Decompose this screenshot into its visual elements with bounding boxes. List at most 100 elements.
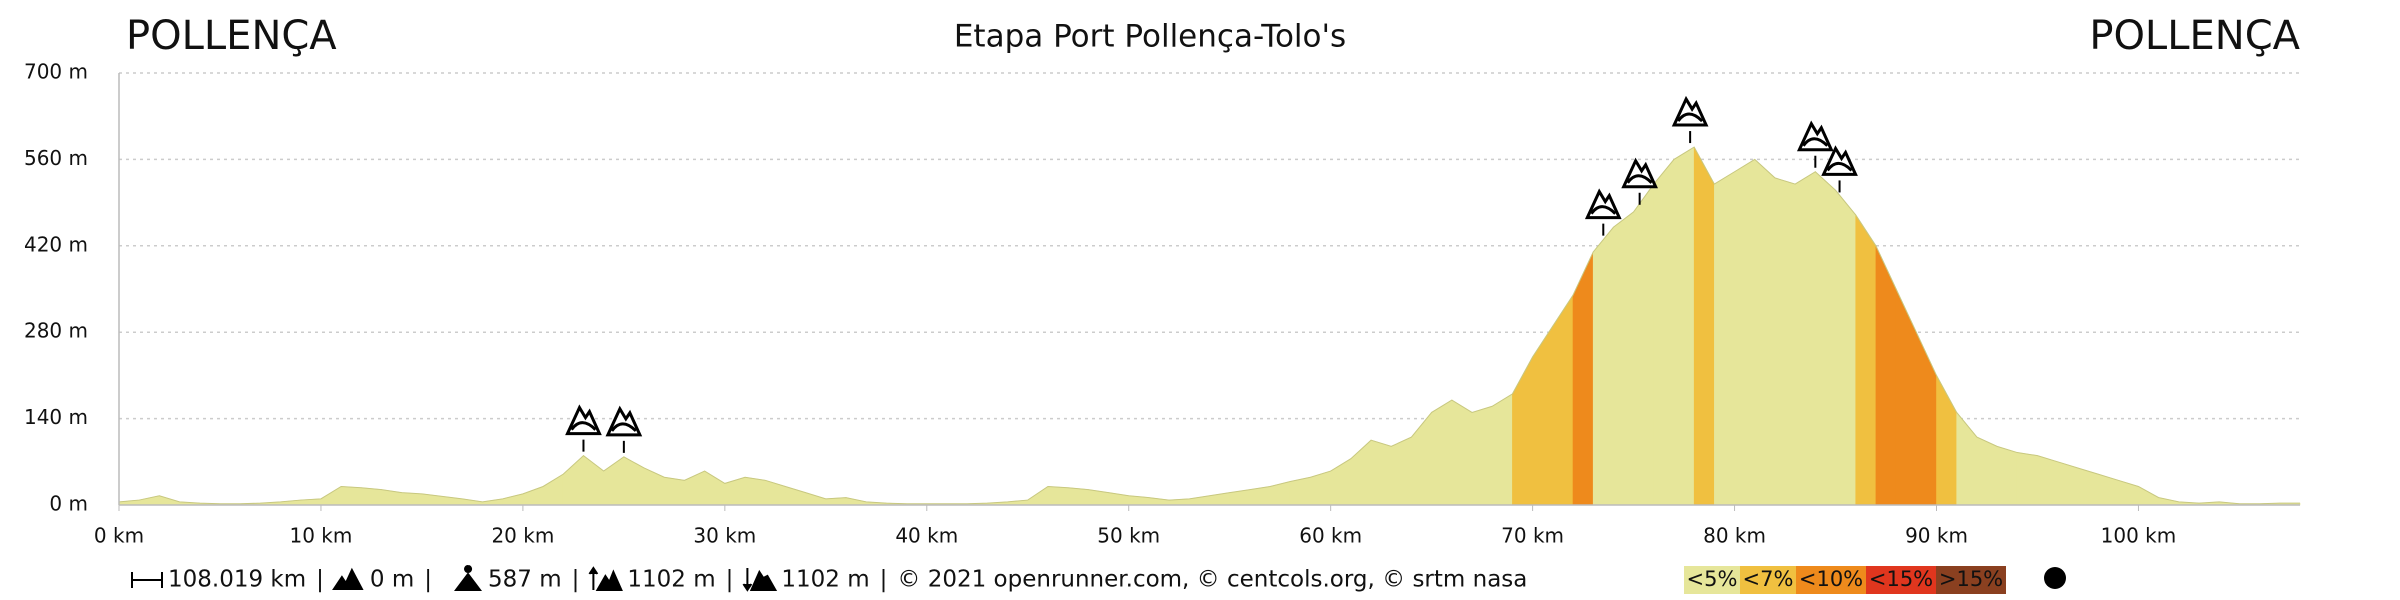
profile-line	[118, 146, 2300, 505]
summit-snow	[570, 421, 597, 431]
x-tick-label: 50 km	[1097, 524, 1160, 548]
profile-segment	[1996, 445, 2018, 506]
profile-segment	[1491, 393, 1513, 506]
y-tick-label: 0 m	[49, 492, 88, 516]
x-tick-label: 100 km	[2101, 524, 2177, 548]
profile-segment	[1370, 439, 1392, 506]
footer-icon	[588, 566, 623, 591]
y-tick-label: 560 m	[24, 146, 88, 170]
profile-segment	[2037, 455, 2058, 506]
legend-label: <7%	[1743, 567, 1794, 591]
summit-marker	[1671, 95, 1709, 144]
profile-segment	[764, 479, 786, 506]
x-tick-label: 60 km	[1299, 524, 1362, 548]
y-tick-label: 140 m	[24, 405, 88, 429]
profile-segment	[1451, 399, 1473, 506]
legend-swatch	[1866, 566, 1936, 594]
profile-segment	[522, 486, 544, 506]
profile-segment	[805, 492, 827, 506]
footer-text: |	[572, 567, 580, 593]
profile-segment	[1895, 288, 1917, 506]
profile-segment	[361, 487, 382, 506]
profile-segment	[1592, 226, 1614, 506]
footer-text: |	[424, 567, 432, 593]
legend-label: >15%	[1939, 567, 2003, 591]
profile-segment	[1431, 399, 1453, 506]
footer-text: |	[316, 567, 324, 593]
profile-segment	[542, 473, 564, 506]
profile-segment	[1835, 189, 1857, 506]
profile-segment	[1067, 487, 1089, 506]
y-tick-label: 280 m	[24, 319, 88, 343]
footer-text: 1102 m	[781, 567, 869, 593]
summit-marker	[1621, 157, 1658, 205]
profile-segment	[1330, 458, 1352, 506]
x-tick-label: 0 km	[94, 524, 144, 548]
x-tick-label: 90 km	[1905, 524, 1968, 548]
profile-segment	[1512, 356, 1533, 506]
profile-segment	[1572, 251, 1594, 506]
profile-segment	[2097, 473, 2119, 506]
footer-icon	[131, 572, 163, 588]
legend-dot	[2044, 567, 2066, 589]
profile-segment	[663, 476, 685, 506]
legend-label: <5%	[1687, 567, 1738, 591]
profile-segment	[1633, 183, 1655, 506]
profile-segment	[744, 476, 766, 506]
profile-segment	[1390, 436, 1412, 506]
footer-icon	[742, 568, 778, 592]
profile-segment	[2057, 461, 2079, 506]
profile-segment	[562, 454, 584, 506]
footer-icon	[454, 565, 483, 591]
profile-segment	[1734, 158, 1756, 506]
profile-segment	[1411, 411, 1432, 506]
profile-segment	[1754, 158, 1776, 506]
profile-segment	[502, 493, 524, 506]
summit-marker	[605, 405, 643, 453]
legend-label: <15%	[1869, 567, 1933, 591]
profile-segment	[1047, 486, 1069, 506]
x-tick-label: 70 km	[1501, 524, 1564, 548]
profile-segment	[1976, 436, 1998, 506]
x-tick-label: 10 km	[290, 524, 353, 548]
profile-segment	[643, 467, 665, 506]
profile-segment	[1269, 481, 1291, 506]
legend-swatch	[1740, 566, 1796, 594]
footer-text: 587 m	[488, 567, 562, 593]
profile-segment	[1673, 146, 1695, 506]
y-tick-label: 700 m	[24, 60, 88, 84]
footer-icon	[332, 567, 364, 590]
profile-segment	[1653, 158, 1675, 506]
profile-segment	[1027, 485, 1049, 506]
profile-segment	[1774, 177, 1796, 506]
profile-segment	[1815, 171, 1836, 506]
x-tick-label: 80 km	[1703, 524, 1766, 548]
chart-title: Etapa Port Pollença-Tolo's	[954, 19, 1346, 55]
x-tick-label: 30 km	[693, 524, 756, 548]
profile-segment	[401, 492, 423, 506]
footer-text: |	[880, 567, 888, 593]
start-label: POLLENÇA	[126, 13, 337, 59]
profile-segment	[1613, 211, 1634, 506]
profile-segment	[1552, 294, 1574, 506]
summit-snow	[1802, 137, 1829, 147]
profile-segment	[138, 495, 160, 506]
footer-text: © 2021 openrunner.com, © centcols.org, ©…	[897, 567, 1527, 593]
summit-snow	[1626, 174, 1653, 184]
profile-segment	[1471, 405, 1493, 506]
summit-marker	[1821, 145, 1858, 193]
legend-label: <10%	[1799, 567, 1863, 591]
x-tick-label: 40 km	[895, 524, 958, 548]
footer-text: 0 m	[370, 567, 414, 593]
profile-segment	[724, 476, 746, 506]
profile-segment	[2016, 452, 2038, 506]
profile-segment	[1693, 146, 1715, 506]
profile-segment	[1916, 332, 1937, 506]
profile-segment	[340, 486, 362, 506]
legend-swatch	[1684, 566, 1740, 594]
summit-marker	[1584, 188, 1622, 236]
profile-segment	[704, 470, 726, 506]
profile-segment	[1714, 171, 1735, 506]
profile-segment	[1855, 213, 1877, 506]
